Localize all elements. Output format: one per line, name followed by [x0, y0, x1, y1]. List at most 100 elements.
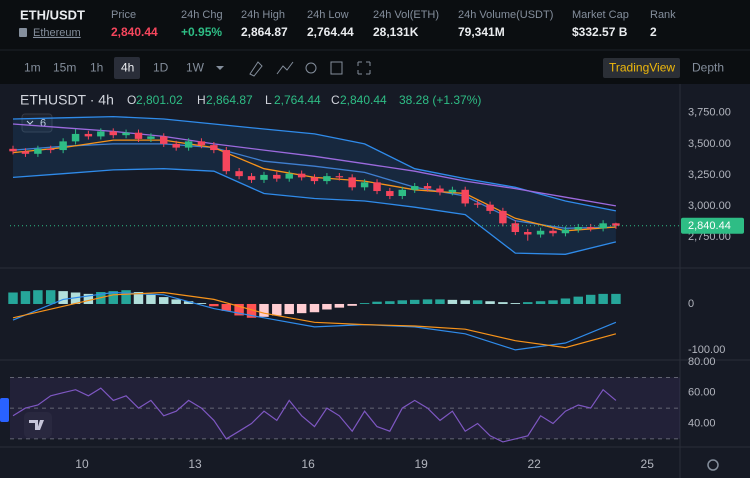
time-tick-label: 13 [188, 457, 202, 471]
macd-bar [121, 290, 131, 304]
chart-area: 6 ETHUSDT · 4h O2,801.02 H2,864.87 L2,764.4… [0, 84, 750, 478]
settings-icon[interactable] [305, 62, 317, 74]
candle-body [499, 210, 507, 224]
candle-body [260, 174, 268, 180]
macd-bar [272, 303, 282, 316]
candle-body [373, 182, 381, 192]
interval-dropdown[interactable] [216, 66, 224, 70]
macd-bar [33, 290, 43, 304]
stat-label: 24h Low [307, 9, 349, 21]
time-tick-label: 22 [527, 457, 541, 471]
chevron [26, 120, 34, 125]
macd-bar [460, 300, 470, 304]
rsi-line [12, 387, 617, 443]
stat-label: Rank [650, 9, 676, 21]
coin-icon [19, 28, 27, 37]
overlay-line [12, 168, 617, 255]
candle-body [486, 204, 494, 211]
macd-bar [611, 293, 621, 304]
interval-button[interactable]: 4h [121, 61, 134, 75]
draw-icon[interactable] [249, 61, 263, 77]
price-tick-label: 3,250.00 [688, 169, 731, 181]
macd-bar [347, 303, 357, 306]
legend-key: H [197, 93, 206, 107]
time-tick-label: 19 [414, 457, 428, 471]
overlay-line [12, 115, 617, 212]
macd-bar [560, 298, 571, 304]
interval-button[interactable]: 1D [153, 61, 169, 75]
macd-bar [58, 291, 68, 304]
candle-body [134, 132, 143, 139]
macd-bar [171, 299, 181, 304]
stats: Price 2,840.44 24h Chg +0.95% 24h High 2,864.… [111, 9, 676, 39]
legend-key: O [127, 93, 136, 107]
candle-body [46, 148, 55, 151]
price-tick-label: 2,750.00 [688, 231, 731, 243]
last-price-label: 2,840.44 [688, 220, 731, 232]
stat-value: 2 [650, 25, 657, 39]
candle-body [247, 176, 256, 180]
interval-button[interactable]: 1W [186, 61, 205, 75]
axis-settings-icon[interactable] [707, 459, 719, 471]
price-tick-label: 3,000.00 [688, 200, 731, 212]
macd-bar [8, 292, 18, 304]
macd-bar [83, 293, 94, 304]
fullscreen-icon[interactable] [357, 61, 371, 75]
macd-bar [385, 301, 395, 304]
macd-bar [183, 301, 194, 304]
macd-bar [45, 290, 56, 304]
stat-value: $332.57 B [572, 25, 628, 39]
macd-bar [510, 303, 521, 304]
candle-body [335, 176, 344, 178]
candle-body [160, 136, 168, 144]
macd-bar [20, 291, 31, 304]
candle-body [360, 182, 369, 188]
candle-body [348, 177, 356, 188]
interval-button[interactable]: 1h [90, 61, 103, 75]
candle-body [386, 191, 394, 196]
save-icon[interactable] [330, 61, 343, 75]
view-active-bg [603, 58, 680, 78]
view-button[interactable]: TradingView [609, 61, 675, 75]
rsi-tick-label: 60.00 [688, 387, 716, 399]
candle-body [210, 145, 218, 151]
indicator-icon[interactable] [276, 61, 294, 75]
macd-bar [397, 300, 408, 304]
legend-value: 2,764.44 [274, 93, 321, 107]
candle-body [310, 177, 319, 182]
macd-bar [259, 303, 269, 317]
macd-bar [221, 303, 232, 311]
macd-tick-label: 0 [688, 298, 694, 310]
candle-body [273, 174, 281, 179]
macd-bar [485, 301, 495, 304]
macd-tick-label: -100.00 [688, 344, 725, 356]
interval-button[interactable]: 15m [53, 61, 76, 75]
interval-button[interactable]: 1m [24, 61, 41, 75]
toolbar: 1m 15m 1h 4h 1D 1W TradingView Depth [24, 57, 724, 79]
macd-bar [108, 291, 118, 304]
legend-value: 2,864.87 [206, 93, 253, 107]
candle-body [172, 143, 180, 148]
view-button[interactable]: Depth [692, 61, 724, 75]
candle-body [561, 229, 570, 234]
coin-name[interactable]: Ethereum [33, 27, 81, 39]
stat-value: +0.95% [181, 25, 222, 39]
panel-handle[interactable] [0, 398, 9, 422]
indicator-count: 6 [40, 117, 46, 129]
candle-body [59, 141, 67, 151]
macd-bar [209, 303, 219, 307]
macd-line [12, 291, 617, 349]
rsi-band [10, 377, 680, 439]
candle-body [97, 131, 105, 137]
legend-key: L [265, 93, 272, 107]
macd-bar [309, 303, 320, 313]
candle-body [461, 189, 469, 204]
macd-bar [284, 303, 294, 315]
macd-bar [447, 299, 458, 304]
macd-bar [409, 299, 420, 304]
stat-label: Price [111, 9, 136, 21]
symbol: ETH/USDT [20, 7, 85, 22]
macd-bar [422, 299, 433, 304]
candle-body [235, 171, 243, 177]
